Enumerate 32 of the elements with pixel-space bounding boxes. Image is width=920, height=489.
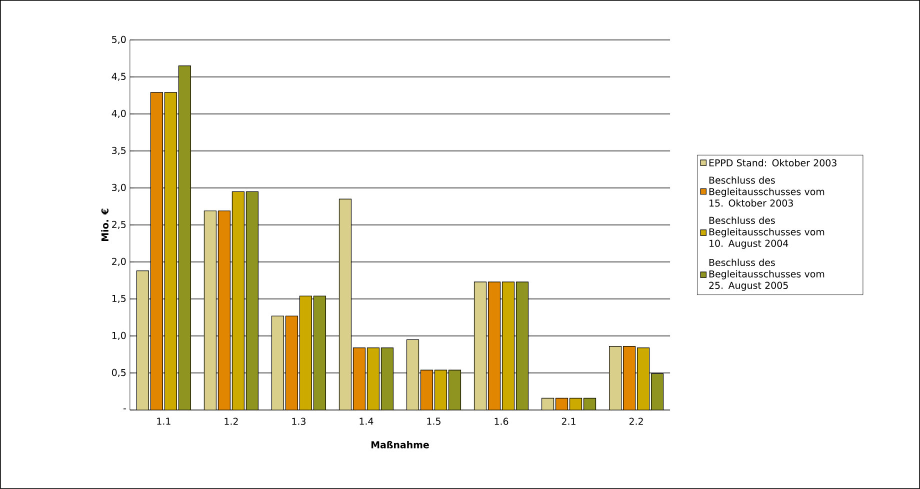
x-tick-label: 1.6: [494, 418, 508, 425]
x-tick-label: 1.2: [224, 418, 238, 425]
legend-label: EPPD Stand: Oktober 2003: [709, 159, 836, 166]
y-tick-label: 4,0: [112, 110, 126, 118]
x-tick-label: 1.5: [427, 418, 440, 425]
bar: [406, 339, 420, 410]
legend-label: Beschluss des Begleitausschusses vom 25. August 2005: [709, 258, 824, 291]
bar: [271, 316, 284, 410]
y-tick-label: 3,0: [112, 184, 126, 192]
y-tick-label: 4,5: [112, 72, 126, 81]
y-tick-label: 1,0: [112, 332, 126, 340]
y-tick-label: 5,0: [112, 36, 126, 44]
y-tick-label: 2,5: [112, 220, 126, 230]
y-axis-title: Mio. €: [101, 208, 109, 241]
bar: [338, 198, 352, 410]
y-tick-label: 1,5: [112, 295, 126, 304]
x-axis-title: Maßnahme: [371, 441, 429, 448]
y-tick-label: -: [123, 408, 126, 410]
y-tick-label: 2,0: [112, 258, 126, 266]
y-tick-label: 0,5: [112, 368, 126, 378]
x-tick-label: 1.1: [157, 418, 170, 425]
bar: [608, 346, 622, 410]
legend-label: Beschluss des Begleitausschusses vom 10. August 2004: [709, 216, 824, 249]
bar: [136, 270, 149, 410]
x-tick-label: 2.1: [562, 418, 576, 425]
bar: [204, 210, 217, 410]
x-tick-label: 2.2: [629, 418, 643, 425]
legend-label: Beschluss des Begleitausschusses vom 15. Oktober 2003: [709, 176, 824, 207]
x-tick-label: 1.4: [360, 418, 374, 425]
x-tick-label: 1.3: [292, 418, 306, 425]
bar: [474, 282, 487, 410]
y-tick-label: 3,5: [112, 146, 126, 156]
